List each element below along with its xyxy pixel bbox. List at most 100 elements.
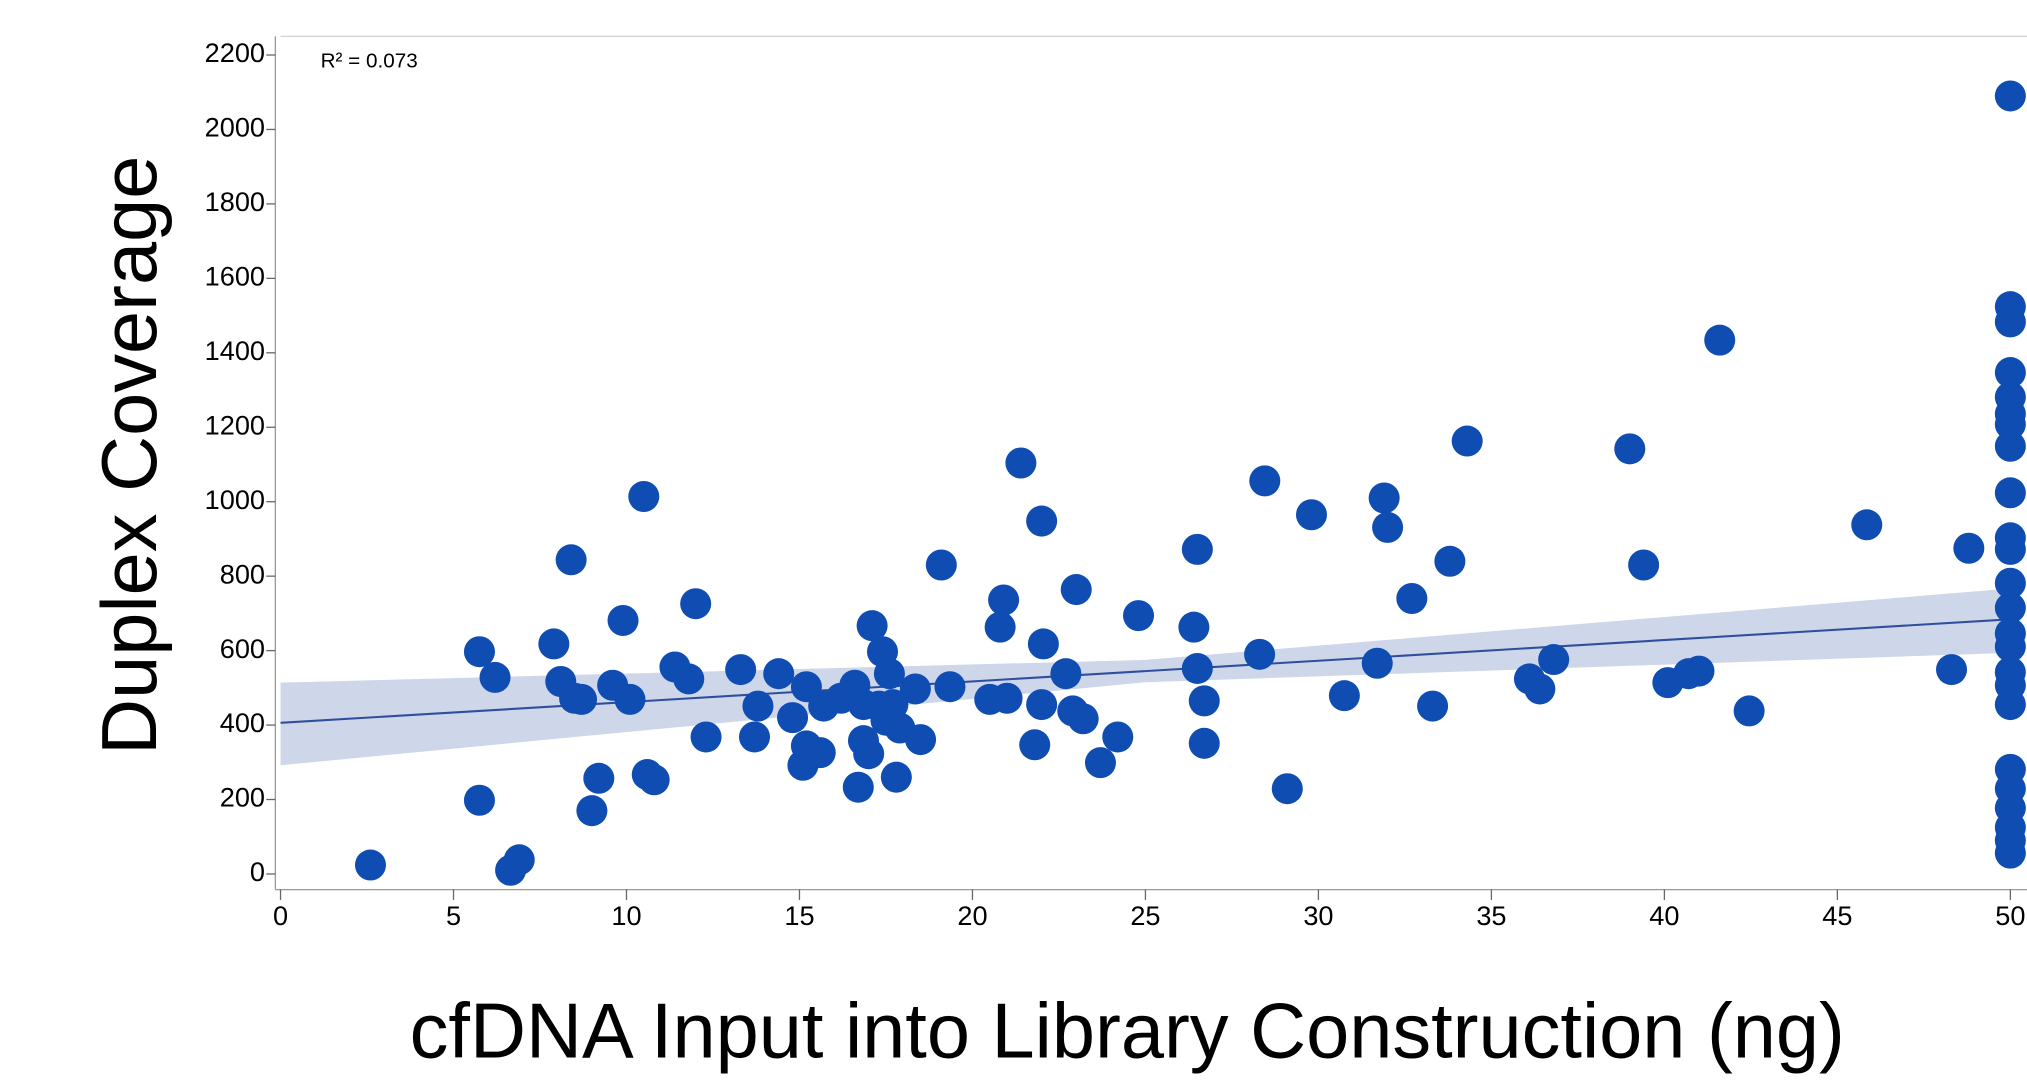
- data-point: [614, 683, 646, 715]
- data-point: [925, 549, 957, 581]
- data-point: [934, 671, 966, 703]
- data-point: [680, 588, 712, 620]
- r-squared-annotation: R² = 0.073: [321, 49, 418, 72]
- x-tick-label: 15: [784, 900, 814, 931]
- y-tick-label: 600: [220, 633, 265, 664]
- data-point: [1067, 703, 1099, 735]
- data-point: [1628, 549, 1660, 581]
- data-point: [673, 663, 705, 695]
- data-point: [1188, 685, 1220, 717]
- y-tick-label: 1400: [205, 335, 265, 366]
- y-tick-label: 1200: [205, 409, 265, 440]
- x-tick-label: 40: [1649, 900, 1679, 931]
- x-tick-label: 50: [1995, 900, 2025, 931]
- y-tick-label: 1800: [205, 186, 265, 217]
- data-point: [1295, 499, 1328, 531]
- data-point: [583, 762, 615, 794]
- data-point: [1188, 727, 1220, 759]
- data-point: [1451, 425, 1483, 457]
- data-point: [1368, 482, 1400, 514]
- data-point: [555, 544, 587, 576]
- data-point: [1372, 511, 1404, 543]
- y-tick-label: 1600: [205, 261, 265, 292]
- data-point: [1994, 533, 2026, 565]
- y-tick-label: 800: [220, 558, 265, 589]
- data-point: [354, 849, 386, 881]
- data-point: [1019, 729, 1051, 761]
- data-point: [873, 658, 905, 690]
- confidence-band: [280, 588, 2011, 766]
- data-point: [763, 658, 795, 690]
- data-point: [1050, 658, 1082, 690]
- data-point: [1026, 689, 1058, 721]
- data-point: [1181, 533, 1213, 565]
- data-point: [1005, 447, 1037, 479]
- data-point: [690, 721, 722, 753]
- data-point: [738, 721, 771, 753]
- data-point: [1733, 695, 1765, 727]
- data-point: [1851, 509, 1883, 541]
- data-point: [565, 683, 598, 715]
- data-point: [1328, 680, 1360, 712]
- y-tick-label: 1000: [205, 484, 265, 515]
- data-point: [1994, 477, 2026, 509]
- data-point: [1538, 644, 1570, 676]
- x-tick-label: 20: [957, 900, 987, 931]
- data-point: [1396, 582, 1428, 615]
- data-point: [842, 771, 874, 803]
- y-tick-label: 0: [250, 856, 265, 887]
- x-tick-label: 25: [1130, 900, 1160, 931]
- data-point: [880, 761, 912, 793]
- data-point: [1994, 357, 2026, 389]
- data-point: [1994, 631, 2026, 663]
- data-point: [1060, 574, 1092, 606]
- data-point: [1181, 652, 1213, 684]
- y-tick-label: 2000: [205, 112, 265, 143]
- data-point: [503, 844, 535, 876]
- data-point: [1614, 433, 1646, 465]
- data-point: [1994, 408, 2026, 440]
- data-point: [1178, 611, 1210, 643]
- data-point: [1683, 655, 1715, 687]
- data-point: [538, 628, 570, 660]
- data-point: [1994, 837, 2026, 869]
- data-point: [905, 724, 937, 756]
- x-axis-label: cfDNA Input into Library Construction (n…: [410, 988, 1845, 1074]
- x-tick-label: 5: [446, 900, 461, 931]
- data-point: [628, 480, 660, 513]
- data-point: [1123, 600, 1155, 632]
- data-point: [1524, 673, 1556, 705]
- data-point: [1994, 567, 2026, 599]
- y-tick-label: 400: [220, 707, 265, 738]
- x-tick-label: 35: [1476, 900, 1506, 931]
- data-point: [984, 611, 1016, 643]
- data-point: [1271, 773, 1303, 805]
- x-tick-label: 30: [1303, 900, 1333, 931]
- plot-area: [280, 80, 2026, 886]
- y-tick-label: 2200: [205, 37, 265, 68]
- y-axis-label: Duplex Coverage: [87, 156, 173, 755]
- data-point: [777, 702, 809, 734]
- data-point: [804, 737, 836, 769]
- y-tick-label: 200: [220, 782, 265, 813]
- data-point: [1994, 689, 2026, 721]
- data-point: [991, 682, 1023, 714]
- data-point: [463, 636, 495, 668]
- x-tick-label: 0: [273, 900, 288, 931]
- data-point: [988, 584, 1020, 616]
- x-tick-label: 45: [1822, 900, 1852, 931]
- data-point: [1994, 306, 2026, 338]
- data-point: [479, 661, 511, 693]
- x-tick-label: 10: [611, 900, 641, 931]
- data-point: [1249, 465, 1281, 497]
- data-point: [1026, 505, 1058, 537]
- data-point: [1244, 638, 1276, 670]
- data-point: [1704, 324, 1736, 356]
- data-point: [1027, 628, 1059, 660]
- data-point: [1102, 721, 1134, 753]
- data-point: [1417, 690, 1449, 722]
- data-point: [725, 654, 757, 686]
- data-point: [576, 795, 608, 827]
